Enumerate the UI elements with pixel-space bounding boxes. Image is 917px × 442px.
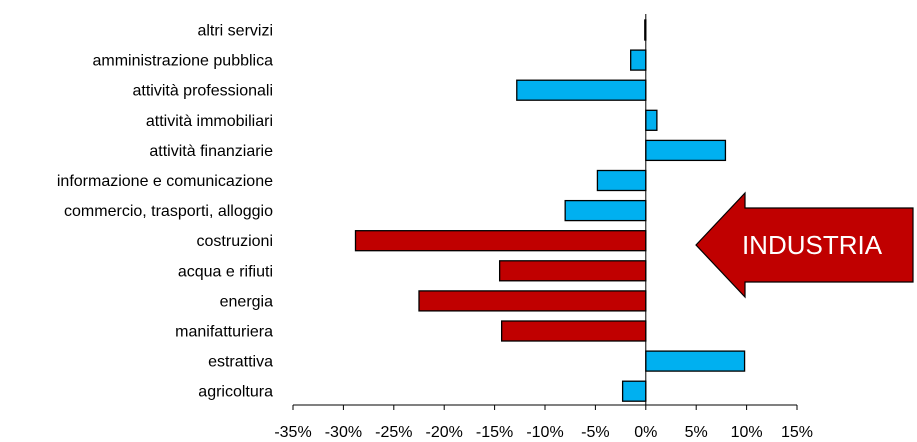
- category-label-4: attività finanziarie: [149, 143, 273, 160]
- bars: [354, 19, 746, 402]
- category-label-8: acqua e rifiuti: [178, 263, 273, 280]
- industria-arrow: INDUSTRIA: [695, 191, 914, 299]
- category-label-12: agricoltura: [198, 384, 273, 401]
- bar-1: [630, 49, 647, 71]
- x-tick-label-2: -25%: [375, 424, 412, 441]
- x-tick-labels: -35% -30% -25% -20% -15% -10% -5% 0% 5% 10% 15%: [274, 424, 813, 441]
- x-tick-label-10: 15%: [781, 424, 813, 441]
- arrow-label: INDUSTRIA: [742, 230, 883, 260]
- x-tick-label-6: -5%: [581, 424, 609, 441]
- category-label-7: costruzioni: [197, 233, 273, 250]
- category-label-11: estrattiva: [208, 354, 273, 371]
- category-label-9: energia: [220, 293, 273, 310]
- x-tick-label-7: 0%: [634, 424, 657, 441]
- bar-7: [354, 230, 647, 252]
- x-tick-label-0: -35%: [274, 424, 311, 441]
- category-labels: altri servizi amministrazione pubblica att…: [57, 23, 273, 401]
- category-label-1: amministrazione pubblica: [92, 53, 273, 70]
- category-label-10: manifatturiera: [175, 324, 273, 341]
- axes: [292, 14, 798, 410]
- category-label-3: attività immobiliari: [146, 113, 273, 130]
- arrow-shape: [695, 191, 914, 299]
- category-label-2: attività professionali: [132, 83, 273, 100]
- bar-3: [645, 109, 658, 131]
- x-tick-label-3: -20%: [426, 424, 463, 441]
- bar-12: [621, 380, 647, 402]
- bar-5: [596, 169, 647, 192]
- bar-4: [645, 139, 727, 162]
- x-tick-label-1: -30%: [325, 424, 362, 441]
- x-tick-label-4: -15%: [476, 424, 513, 441]
- bar-11: [645, 350, 746, 372]
- category-label-0: altri servizi: [197, 23, 273, 40]
- category-label-5: informazione e comunicazione: [57, 173, 273, 190]
- x-tick-label-8: 5%: [685, 424, 708, 441]
- bar-9: [418, 290, 647, 312]
- bar-6: [564, 199, 647, 222]
- bar-8: [498, 260, 647, 282]
- bar-10: [501, 320, 647, 342]
- x-tick-label-5: -10%: [526, 424, 563, 441]
- category-label-6: commercio, trasporti, alloggio: [64, 203, 273, 220]
- bar-2: [516, 79, 647, 101]
- x-tick-label-9: 10%: [731, 424, 763, 441]
